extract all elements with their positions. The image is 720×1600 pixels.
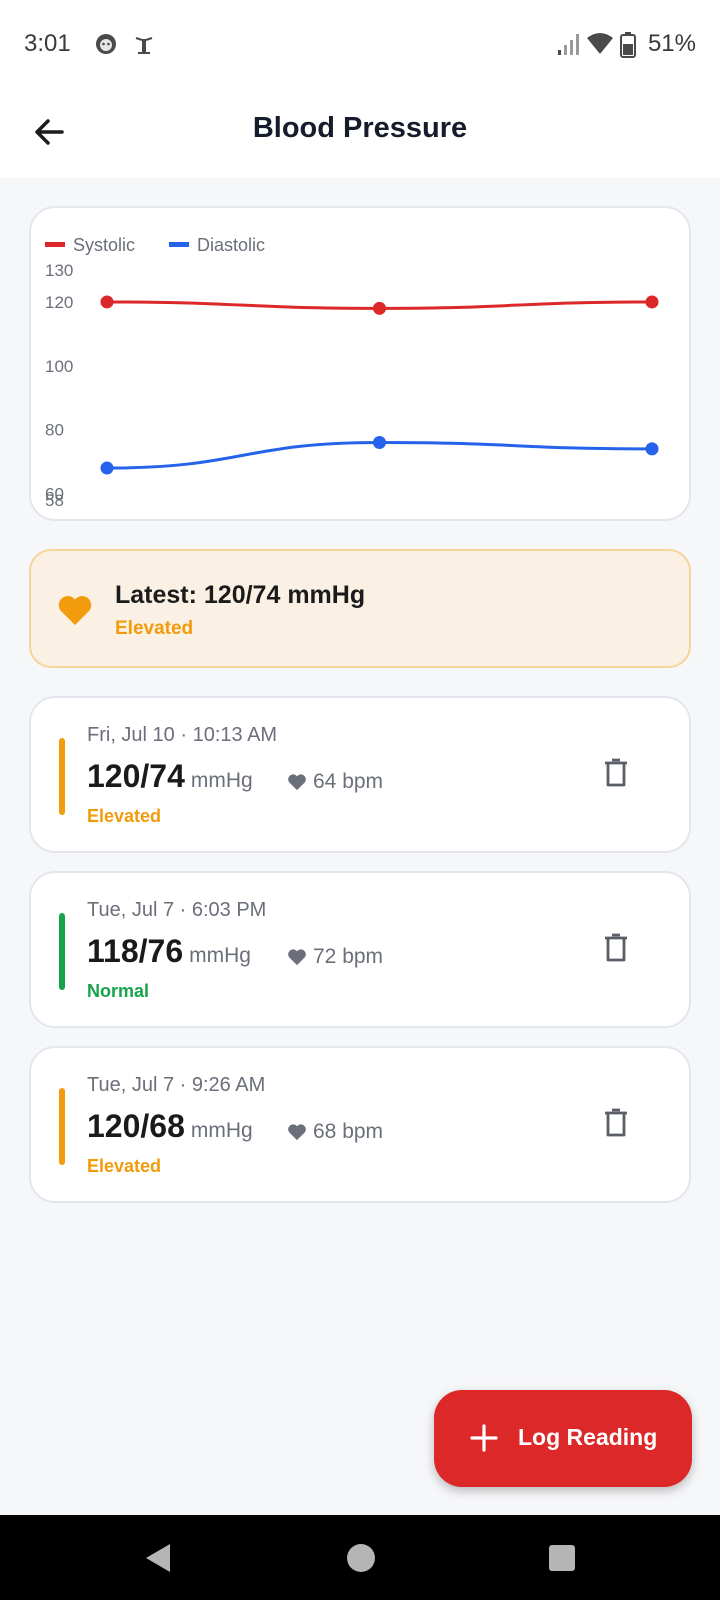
chart-series — [100, 295, 659, 475]
delete-button[interactable] — [603, 933, 635, 969]
reading-bp: 118/76 — [87, 933, 184, 969]
data-point-systolic[interactable] — [373, 301, 386, 315]
y-tick-label: 60 — [45, 485, 64, 504]
chart-legend: Systolic Diastolic — [45, 235, 265, 255]
reading-value: 118/76 mmHg — [87, 933, 251, 970]
battery-icon — [620, 32, 636, 63]
blood-pressure-chart-card: Systolic Diastolic 130 120 100 80 60 58 — [29, 206, 691, 521]
status-accent-bar — [59, 1088, 65, 1165]
trash-icon — [605, 1108, 627, 1137]
delete-button[interactable] — [603, 1108, 635, 1144]
y-tick-label: 58 — [45, 491, 64, 510]
system-navigation-bar — [0, 1515, 720, 1600]
reading-date: Fri, Jul 10 · 10:13 AM — [87, 724, 278, 746]
reading-unit: mmHg — [190, 769, 253, 792]
log-reading-label: Log Reading — [518, 1424, 658, 1450]
status-accent-bar — [59, 738, 65, 815]
pulse: 68 bpm — [287, 1120, 383, 1144]
y-tick-label: 100 — [45, 357, 73, 376]
legend-label-diastolic: Diastolic — [197, 235, 265, 255]
face-notification-icon — [94, 32, 118, 61]
y-tick-label: 130 — [45, 261, 73, 280]
heart-icon — [58, 596, 92, 625]
log-reading-button[interactable]: Log Reading — [434, 1390, 692, 1487]
trash-icon — [605, 758, 627, 787]
reading-status: Elevated — [87, 806, 162, 826]
status-time: 3:01 — [24, 30, 71, 57]
latest-reading-status: Elevated — [115, 618, 194, 639]
pulse-value: 64 bpm — [313, 770, 384, 793]
data-point-diastolic[interactable] — [373, 436, 386, 449]
status-accent-bar — [59, 913, 65, 990]
arrow-left-icon — [35, 119, 64, 145]
plus-icon — [470, 1424, 498, 1452]
pulse: 64 bpm — [287, 770, 383, 794]
delete-button[interactable] — [603, 758, 635, 794]
reading-date: Tue, Jul 7 · 6:03 PM — [87, 899, 267, 921]
latest-reading-card: Latest: 120/74 mmHg Elevated — [29, 549, 691, 668]
legend-label-systolic: Systolic — [73, 235, 135, 255]
reading-unit: mmHg — [190, 1119, 253, 1142]
data-point-systolic[interactable] — [100, 295, 114, 309]
reading-status: Normal — [87, 981, 150, 1001]
reading-card[interactable]: Tue, Jul 7 · 6:03 PM 118/76 mmHg 72 bpm N… — [29, 871, 691, 1028]
pulse-value: 68 bpm — [313, 1120, 384, 1143]
pulse-value: 72 bpm — [313, 945, 384, 968]
app-bar: Blood Pressure — [0, 90, 720, 178]
page-title: Blood Pressure — [252, 112, 468, 144]
lighthouse-notification-icon — [132, 32, 156, 61]
status-bar: 3:01 51% — [0, 0, 720, 90]
heart-icon — [288, 949, 306, 966]
heart-icon — [288, 1124, 306, 1141]
wifi-icon — [586, 32, 614, 61]
reading-unit: mmHg — [189, 944, 251, 967]
reading-value: 120/68 mmHg — [87, 1108, 253, 1145]
reading-value: 120/74 mmHg — [87, 758, 253, 795]
trash-icon — [605, 933, 627, 962]
data-point-systolic[interactable] — [645, 295, 659, 309]
reading-card[interactable]: Tue, Jul 7 · 9:26 AM 120/68 mmHg 68 bpm E… — [29, 1046, 691, 1203]
y-tick-label: 80 — [45, 421, 64, 440]
battery-percent: 51% — [647, 30, 696, 57]
nav-back-icon[interactable] — [144, 1542, 172, 1574]
heart-icon — [288, 774, 306, 791]
nav-recents-icon[interactable] — [549, 1545, 575, 1571]
reading-status: Elevated — [87, 1156, 162, 1176]
pulse: 72 bpm — [287, 945, 383, 969]
reading-bp: 120/74 — [87, 758, 185, 794]
legend-swatch-systolic — [45, 242, 65, 247]
data-point-diastolic[interactable] — [645, 442, 659, 456]
reading-card[interactable]: Fri, Jul 10 · 10:13 AM 120/74 mmHg 64 bpm… — [29, 696, 691, 853]
nav-home-icon[interactable] — [346, 1543, 376, 1573]
reading-bp: 120/68 — [87, 1108, 185, 1144]
legend-swatch-diastolic — [169, 242, 189, 247]
latest-reading-title: Latest: 120/74 mmHg — [115, 581, 366, 609]
y-tick-label: 120 — [45, 293, 73, 312]
cellular-signal-icon — [556, 32, 582, 61]
data-point-diastolic[interactable] — [100, 461, 114, 475]
reading-date: Tue, Jul 7 · 9:26 AM — [87, 1074, 266, 1096]
back-button[interactable] — [28, 110, 72, 154]
